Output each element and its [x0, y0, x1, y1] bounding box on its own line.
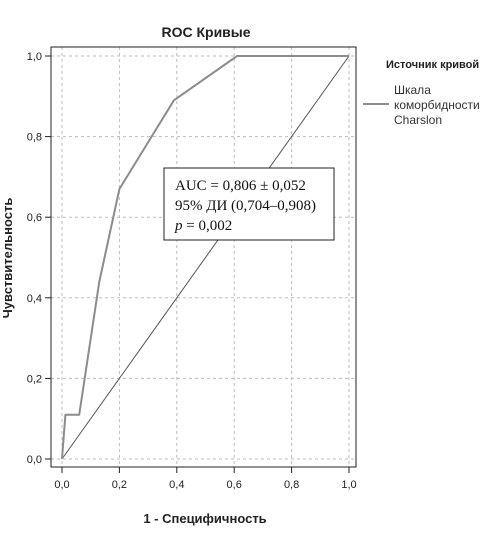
y-tick-label: 0,2 [27, 373, 42, 385]
legend-entry-line3: Charslon [394, 113, 442, 127]
series-layer [61, 55, 350, 460]
annotation-p-symbol: p [174, 218, 183, 234]
x-axis-title: 1 - Специфичность [143, 511, 266, 526]
annotation-frame [163, 167, 335, 241]
y-tick-label: 0,6 [27, 212, 42, 224]
x-tick-label: 0,2 [112, 479, 127, 491]
y-tick-label: 0,8 [27, 132, 42, 144]
x-tick-label: 0,0 [54, 479, 69, 491]
y-tick-label: 0,4 [27, 293, 42, 305]
chart-title: ROC Кривые [161, 24, 250, 40]
x-tick-label: 0,4 [169, 479, 184, 491]
legend-title: Источник кривой [386, 59, 479, 71]
roc-curve-line [61, 55, 349, 460]
x-tick-label: 0,8 [284, 479, 299, 491]
annotation-p-value: = 0,002 [183, 218, 233, 234]
plot-area-border [50, 46, 357, 468]
annotation-p: p = 0,002 [174, 218, 232, 234]
annotation-auc: AUC = 0,806 ± 0,052 [175, 178, 306, 194]
annotation-box: AUC = 0,806 ± 0,052 95% ДИ (0,704–0,908)… [163, 167, 335, 241]
y-axis-title: Чувствительность [0, 198, 15, 319]
x-tick-label: 1,0 [341, 479, 356, 491]
legend-entry-line1: Шкала [394, 83, 431, 97]
x-tick-label: 0,6 [227, 479, 242, 491]
legend: Источник кривой Шкала коморбидности Char… [363, 59, 480, 127]
legend-entry-line2: коморбидности [394, 98, 480, 112]
y-tick-label: 0,0 [27, 454, 42, 466]
annotation-ci: 95% ДИ (0,704–0,908) [175, 198, 316, 214]
y-tick-label: 1,0 [27, 51, 42, 63]
reference-diagonal-line [61, 55, 350, 460]
axis-ticks: 0,0 0,2 0,4 0,6 0,8 1,0 0,0 0,2 0,4 0,6 0,8 1,0 [27, 51, 357, 491]
